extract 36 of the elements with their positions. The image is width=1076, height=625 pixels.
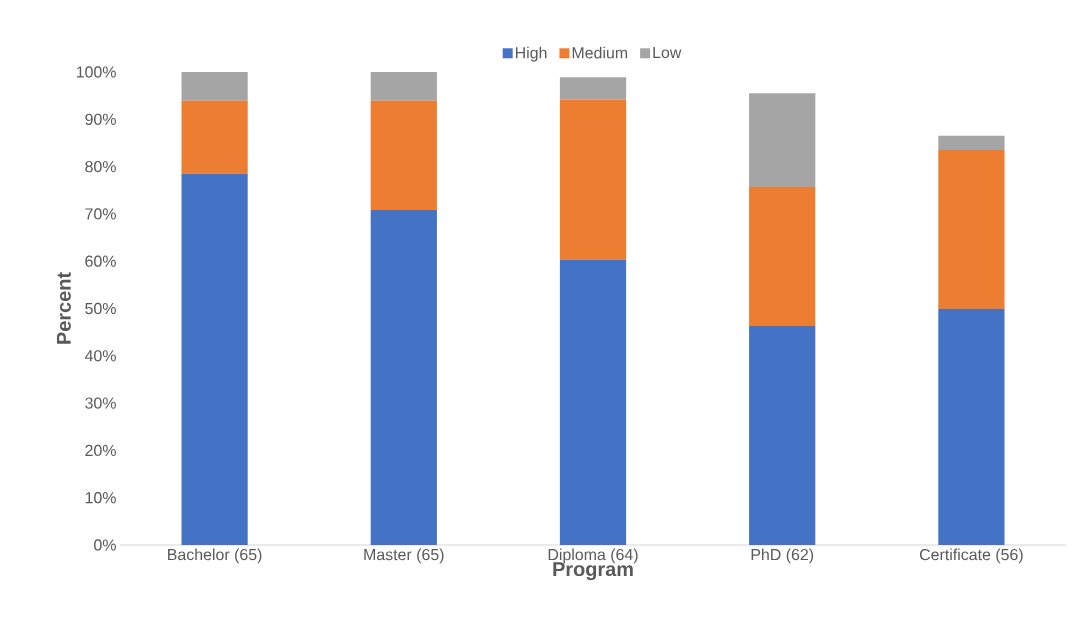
bar — [181, 71, 248, 101]
y-tick-label: 60% — [85, 255, 116, 267]
bar — [181, 100, 248, 174]
bar — [938, 135, 1005, 151]
y-axis-title: Percent — [56, 272, 71, 344]
bar — [938, 308, 1005, 545]
bar — [559, 99, 627, 260]
bar — [370, 210, 437, 545]
legend-label: Medium — [572, 46, 628, 59]
x-tick-label: Certificate (56) — [919, 548, 1023, 564]
y-tick-label: 20% — [85, 444, 116, 457]
legend-label: High — [515, 46, 547, 62]
bar — [749, 93, 816, 187]
bar — [559, 77, 627, 100]
x-tick-label: Bachelor (65) — [168, 548, 262, 564]
bar — [370, 71, 437, 101]
x-tick-label: Diploma (64) — [548, 548, 638, 564]
y-tick-label: 70% — [85, 208, 116, 220]
bar — [938, 150, 1005, 309]
bar — [749, 186, 816, 326]
y-tick-label: 10% — [85, 492, 116, 504]
y-tick-label: 50% — [85, 302, 116, 315]
y-tick-label: 100% — [76, 66, 116, 78]
bar — [370, 100, 437, 211]
y-tick-label: 40% — [84, 350, 116, 362]
y-tick-label: 30% — [85, 397, 116, 409]
legend-label: Low — [653, 47, 682, 59]
y-tick-label: 0% — [94, 539, 116, 551]
x-tick-label: PhD (62) — [751, 548, 814, 564]
y-tick-label: 90% — [85, 113, 116, 125]
x-axis-title: Program — [553, 562, 633, 581]
bar — [181, 173, 248, 545]
bar — [749, 326, 816, 545]
bar — [559, 259, 627, 545]
y-tick-label: 80% — [85, 160, 116, 173]
x-tick-label: Master (65) — [364, 548, 444, 564]
